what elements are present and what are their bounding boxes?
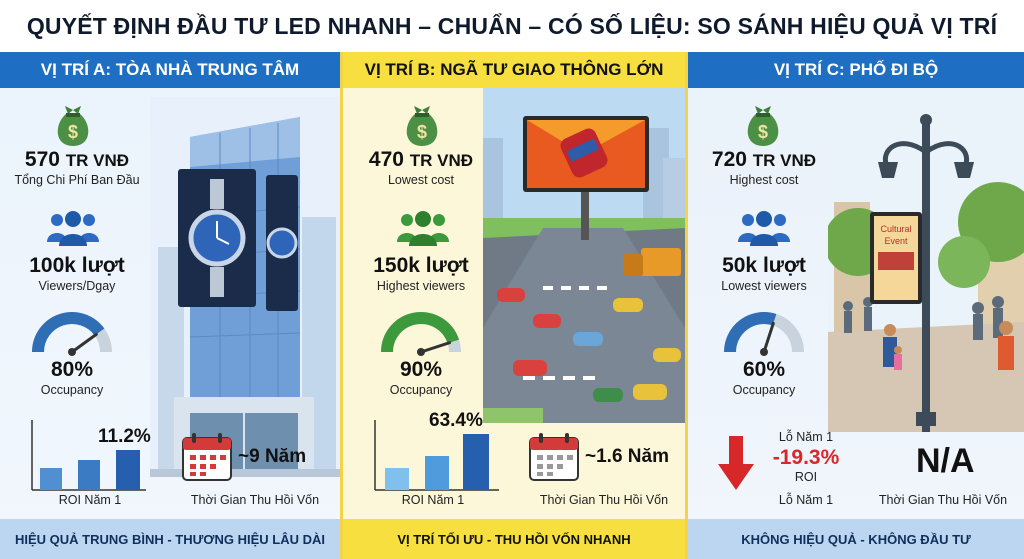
money-bag-icon: $: [747, 106, 779, 146]
gauge-icon: [724, 312, 804, 356]
svg-text:$: $: [68, 122, 78, 142]
sign-text-2: Event: [884, 236, 908, 246]
column-c-header: VỊ TRÍ C: PHỐ ĐI BỘ: [688, 52, 1024, 88]
cost-stat: 720 TR VNĐ Highest cost: [692, 148, 836, 187]
column-location-b: VỊ TRÍ B: NGÃ TƯ GIAO THÔNG LỚN: [340, 52, 688, 559]
cost-value: 470: [368, 148, 404, 171]
occupancy-value: 90%: [399, 358, 443, 381]
gauge-needle: [419, 341, 452, 354]
viewers-stat: 50k lượt Lowest viewers: [692, 254, 836, 293]
cost-label: Highest cost: [729, 173, 799, 187]
cost-label: Lowest cost: [387, 173, 454, 187]
money-bag-icon: $: [406, 106, 438, 146]
viewers-value: 50k lượt: [722, 254, 806, 277]
cost-value: 720: [711, 148, 747, 171]
gauge-fill: [32, 312, 105, 353]
people-icon: [397, 211, 449, 246]
gauge-hub: [417, 348, 425, 356]
viewers-label: Highest viewers: [376, 279, 466, 293]
viewers-value: 100k lượt: [29, 254, 125, 277]
viewers-stat: 100k lượt Viewers/Dgay: [2, 254, 152, 293]
cost-unit: TR VNĐ: [65, 151, 130, 170]
cost-value: 570: [24, 148, 60, 171]
bar-chart-icon: [31, 420, 146, 491]
down-arrow-icon: [718, 436, 754, 490]
payback-label: Thời Gian Thu Hồi Vốn: [190, 493, 320, 507]
cost-stat: 570 TR VNĐ Tổng Chi Phí Ban Đầu: [2, 148, 152, 187]
cost-unit: TR VNĐ: [752, 151, 817, 170]
cost-stat: 470 TR VNĐ Lowest cost: [349, 148, 493, 187]
cost-unit: TR VNĐ: [409, 151, 474, 170]
people-icon: [738, 211, 790, 246]
occupancy-value: 80%: [50, 358, 94, 381]
column-location-c: VỊ TRÍ C: PHỐ ĐI BỘ Cultural Event: [688, 52, 1024, 559]
svg-text:$: $: [758, 122, 768, 142]
roi-value: 11.2%: [98, 426, 151, 447]
occupancy-value: 60%: [742, 358, 786, 381]
viewers-label: Viewers/Dgay: [38, 279, 116, 293]
roi-value: 63.4%: [429, 410, 483, 431]
occupancy-label: Occupancy: [732, 383, 796, 397]
column-c-footer: KHÔNG HIỆU QUẢ - KHÔNG ĐẦU TƯ: [688, 519, 1024, 559]
occupancy-stat: 90% Occupancy: [349, 358, 493, 397]
gauge-needle: [762, 321, 775, 354]
office-building-illustration: [150, 97, 340, 477]
payback-block: ~9 Năm: [180, 430, 306, 484]
svg-text:$: $: [417, 122, 427, 142]
gauge-icon: [32, 312, 112, 356]
gauge-fill: [381, 312, 460, 353]
loss-label-top: Lỗ Năm 1: [778, 430, 834, 444]
column-a-footer: HIỆU QUẢ TRUNG BÌNH - THƯƠNG HIỆU LÂU DÀ…: [0, 519, 340, 559]
gauge-hub: [760, 348, 768, 356]
column-location-a: VỊ TRÍ A: TÒA NHÀ TRUNG TÂM $ 57: [0, 52, 340, 559]
occupancy-stat: 60% Occupancy: [692, 358, 836, 397]
column-a-header: VỊ TRÍ A: TÒA NHÀ TRUNG TÂM: [0, 52, 340, 88]
payback-value: ~9 Năm: [238, 446, 307, 467]
occupancy-label: Occupancy: [389, 383, 453, 397]
viewers-value: 150k lượt: [373, 254, 469, 277]
payback-label: Thời Gian Thu Hồi Vốn: [878, 493, 1008, 507]
viewers-stat: 150k lượt Highest viewers: [349, 254, 493, 293]
roi-label: ROI: [794, 470, 818, 484]
payback-value: N/A: [916, 442, 975, 480]
payback-label: Thời Gian Thu Hồi Vốn: [539, 493, 669, 507]
roi-label: ROI Năm 1: [58, 493, 122, 507]
gauge-icon: [381, 312, 461, 356]
cost-label: Tổng Chi Phí Ban Đầu: [14, 173, 140, 187]
column-b-footer: VỊ TRÍ TỐI ƯU - THU HỒI VỐN NHANH: [343, 519, 685, 559]
viewers-label: Lowest viewers: [721, 279, 807, 293]
occupancy-label: Occupancy: [40, 383, 104, 397]
payback-value: ~1.6 Năm: [585, 446, 669, 467]
column-b-header: VỊ TRÍ B: NGÃ TƯ GIAO THÔNG LỚN: [343, 52, 685, 88]
money-bag-icon: $: [57, 106, 89, 146]
calendar-icon: [529, 433, 579, 481]
roi-value: -19.3%: [772, 446, 840, 469]
gauge-needle: [70, 332, 98, 354]
gauge-hub: [68, 348, 76, 356]
intersection-illustration: [483, 88, 685, 423]
loss-label-bottom: Lỗ Năm 1: [778, 493, 834, 507]
people-icon: [47, 211, 99, 246]
calendar-icon: [182, 433, 232, 481]
page-title: QUYẾT ĐỊNH ĐẦU TƯ LED NHANH – CHUẨN – CÓ…: [0, 0, 1024, 52]
bar-chart-icon: [374, 420, 499, 491]
payback-block: ~1.6 Năm: [527, 430, 669, 484]
roi-label: ROI Năm 1: [401, 493, 465, 507]
gauge-fill: [724, 312, 777, 353]
pedestrian-street-illustration: Cultural Event: [828, 92, 1024, 432]
occupancy-stat: 80% Occupancy: [2, 358, 142, 397]
sign-text-1: Cultural: [880, 224, 911, 234]
